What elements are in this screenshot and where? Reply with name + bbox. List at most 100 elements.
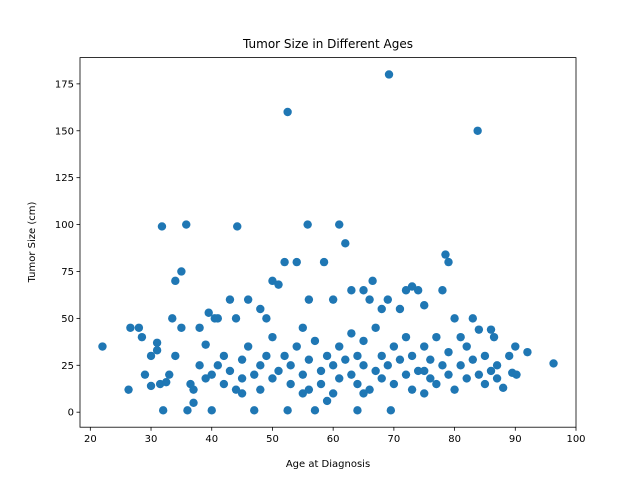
x-tick-label: 90: [509, 434, 522, 445]
point: [365, 295, 374, 304]
point: [124, 385, 133, 394]
point: [498, 383, 508, 393]
x-axis-label: Age at Diagnosis: [286, 459, 370, 470]
point: [328, 361, 338, 370]
point: [383, 295, 392, 304]
point: [456, 332, 465, 342]
point: [462, 374, 471, 383]
point: [304, 295, 314, 304]
point: [207, 406, 216, 415]
point: [359, 336, 368, 346]
point: [341, 239, 350, 248]
point: [171, 276, 180, 286]
x-tick-label: 100: [566, 434, 585, 445]
point: [231, 385, 241, 394]
point: [213, 361, 223, 370]
y-tick-label: 0: [68, 408, 74, 419]
point: [420, 301, 429, 310]
point: [407, 385, 417, 394]
point: [407, 282, 417, 291]
point: [377, 351, 386, 361]
point: [189, 385, 198, 394]
point: [511, 342, 520, 351]
point: [183, 406, 192, 415]
point: [426, 355, 435, 364]
point: [310, 406, 320, 415]
point: [413, 286, 423, 295]
point: [262, 351, 271, 361]
point: [280, 351, 289, 361]
point: [262, 314, 271, 323]
y-tick-label: 50: [61, 314, 74, 325]
point: [165, 370, 174, 379]
point: [177, 267, 186, 276]
point: [286, 361, 295, 370]
point: [450, 385, 459, 394]
point: [146, 381, 156, 391]
point: [444, 370, 453, 379]
point: [474, 370, 484, 379]
point: [207, 370, 216, 379]
point: [319, 257, 329, 267]
point: [298, 370, 308, 379]
point: [371, 366, 380, 376]
point: [401, 370, 411, 379]
point: [441, 250, 450, 259]
point: [420, 389, 429, 398]
point: [335, 374, 344, 383]
x-tick-label: 60: [327, 434, 340, 445]
point: [480, 379, 490, 389]
point: [407, 351, 417, 361]
point: [168, 314, 177, 323]
point: [286, 379, 295, 389]
point: [316, 366, 326, 376]
point: [371, 323, 380, 332]
point: [171, 351, 180, 361]
point: [256, 361, 265, 370]
point: [335, 342, 344, 351]
point: [243, 342, 253, 351]
chart-title: Tumor Size in Different Ages: [242, 37, 413, 51]
point: [157, 222, 167, 231]
point: [158, 406, 168, 415]
point: [341, 355, 350, 364]
point: [274, 280, 283, 289]
point: [237, 374, 247, 383]
point: [365, 385, 374, 394]
x-tick-label: 40: [205, 434, 218, 445]
point: [444, 347, 453, 357]
point: [316, 379, 326, 389]
point: [456, 361, 465, 370]
point: [347, 370, 356, 379]
point: [303, 220, 312, 229]
point: [347, 286, 356, 295]
point: [389, 342, 399, 351]
plot-area: [98, 70, 558, 415]
point: [137, 332, 147, 342]
point: [450, 314, 459, 323]
point: [283, 107, 292, 117]
point: [140, 370, 150, 379]
y-tick-label: 175: [55, 79, 74, 90]
point: [268, 332, 277, 342]
x-tick-label: 70: [388, 434, 401, 445]
point: [505, 351, 514, 361]
point: [201, 374, 210, 383]
point: [233, 222, 242, 231]
point: [126, 323, 135, 332]
point: [237, 389, 247, 398]
point: [134, 323, 144, 332]
point: [231, 314, 241, 323]
y-tick-label: 125: [55, 173, 74, 184]
point: [420, 342, 429, 351]
point: [152, 346, 162, 355]
point: [468, 355, 477, 364]
point: [256, 304, 265, 314]
point: [401, 332, 411, 342]
point: [322, 351, 332, 361]
point: [523, 347, 532, 357]
y-tick-label: 150: [55, 126, 74, 137]
point: [359, 286, 368, 295]
point: [480, 351, 490, 361]
